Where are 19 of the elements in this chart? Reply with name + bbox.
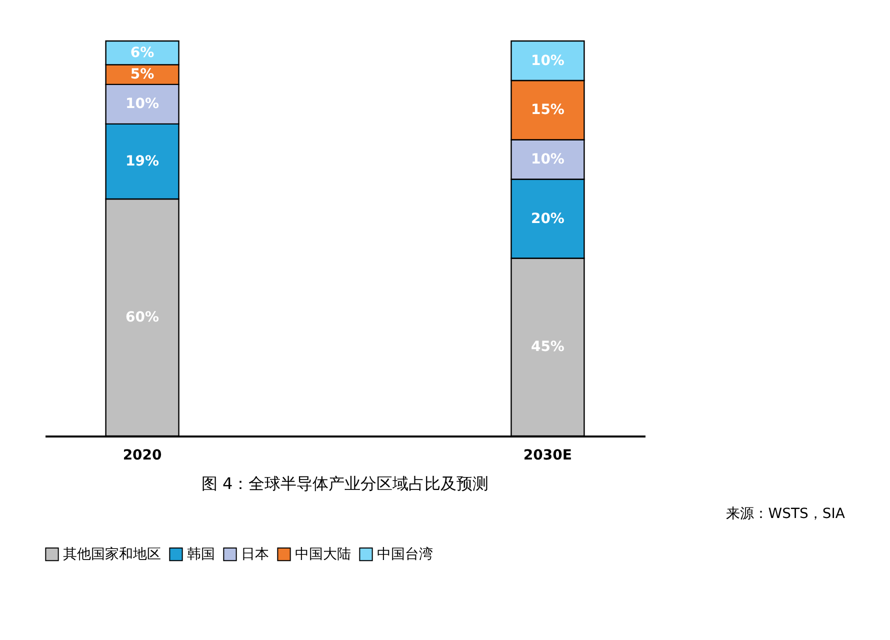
data-label: 10% bbox=[530, 52, 564, 69]
x-tick-label: 2020 bbox=[122, 448, 162, 464]
data-label: 5% bbox=[130, 66, 154, 83]
data-label: 45% bbox=[530, 339, 564, 356]
data-label: 19% bbox=[126, 153, 160, 170]
legend-label: 中国大陆 bbox=[295, 546, 351, 562]
data-label: 6% bbox=[130, 44, 154, 61]
legend-label: 中国台湾 bbox=[377, 546, 433, 562]
legend-label: 韩国 bbox=[187, 546, 215, 562]
legend-label: 其他国家和地区 bbox=[63, 546, 161, 562]
text: 图 4：全球半导体产业分区域占比及预测 bbox=[201, 474, 489, 493]
data-label: 20% bbox=[530, 210, 564, 227]
x-tick-label: 2030E bbox=[523, 448, 572, 464]
data-label: 10% bbox=[126, 96, 160, 112]
data-label: 15% bbox=[530, 102, 564, 118]
source-note: 来源：WSTS，SIA bbox=[726, 506, 846, 522]
data-label: 60% bbox=[126, 310, 160, 326]
data-label: 10% bbox=[530, 152, 564, 168]
legend-label: 日本 bbox=[241, 546, 269, 562]
